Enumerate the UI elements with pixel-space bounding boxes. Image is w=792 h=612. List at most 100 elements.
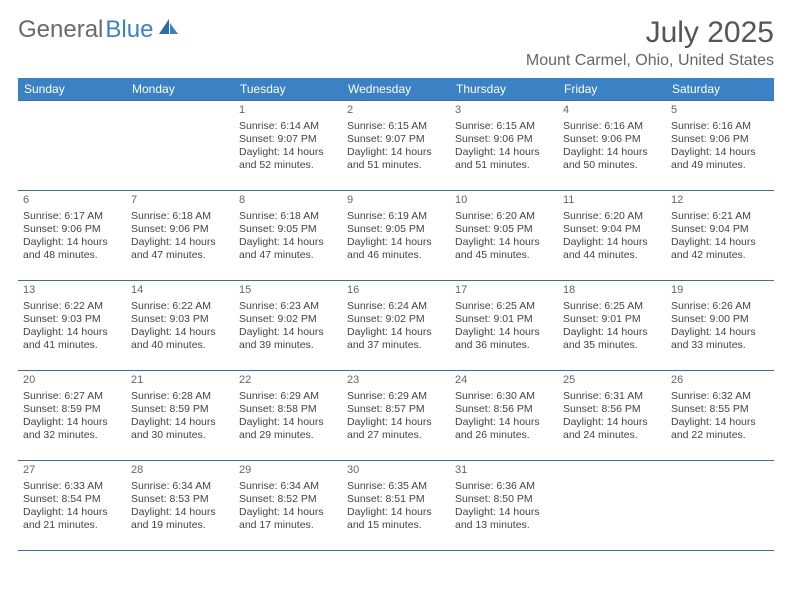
calendar-cell: 3 Sunrise: 6:15 AMSunset: 9:06 PMDaylight… [450,101,558,191]
calendar-cell: 18Sunrise: 6:25 AMSunset: 9:01 PMDayligh… [558,281,666,371]
sunset-text: Sunset: 8:52 PM [239,493,337,506]
sunset-text: Sunset: 9:01 PM [563,313,661,326]
calendar-cell: 24Sunrise: 6:30 AMSunset: 8:56 PMDayligh… [450,371,558,461]
day-number: 1 [239,104,337,118]
sunrise-text: Sunrise: 6:33 AM [23,480,121,493]
day-number: 29 [239,464,337,478]
daylight-text: Daylight: 14 hours and 33 minutes. [671,326,769,352]
calendar-cell: 17Sunrise: 6:25 AMSunset: 9:01 PMDayligh… [450,281,558,371]
sunrise-text: Sunrise: 6:24 AM [347,300,445,313]
calendar-cell [18,101,126,191]
sunset-text: Sunset: 9:03 PM [23,313,121,326]
sunset-text: Sunset: 9:07 PM [239,133,337,146]
daylight-text: Daylight: 14 hours and 39 minutes. [239,326,337,352]
day-number: 12 [671,194,769,208]
weekday-header: Thursday [450,78,558,101]
sunrise-text: Sunrise: 6:16 AM [671,120,769,133]
sunrise-text: Sunrise: 6:15 AM [455,120,553,133]
daylight-text: Daylight: 14 hours and 46 minutes. [347,236,445,262]
sunrise-text: Sunrise: 6:28 AM [131,390,229,403]
logo: GeneralBlue [18,16,180,44]
sunrise-text: Sunrise: 6:15 AM [347,120,445,133]
location: Mount Carmel, Ohio, United States [526,52,774,70]
daylight-text: Daylight: 14 hours and 44 minutes. [563,236,661,262]
sunset-text: Sunset: 9:06 PM [23,223,121,236]
calendar-row: 6Sunrise: 6:17 AMSunset: 9:06 PMDaylight… [18,191,774,281]
sunrise-text: Sunrise: 6:29 AM [239,390,337,403]
day-number: 2 [347,104,445,118]
sunrise-text: Sunrise: 6:17 AM [23,210,121,223]
day-number: 20 [23,374,121,388]
sunrise-text: Sunrise: 6:26 AM [671,300,769,313]
calendar-cell: 30Sunrise: 6:35 AMSunset: 8:51 PMDayligh… [342,461,450,551]
calendar-row: 20Sunrise: 6:27 AMSunset: 8:59 PMDayligh… [18,371,774,461]
sunrise-text: Sunrise: 6:27 AM [23,390,121,403]
sunset-text: Sunset: 8:59 PM [23,403,121,416]
calendar-cell: 10Sunrise: 6:20 AMSunset: 9:05 PMDayligh… [450,191,558,281]
day-number: 8 [239,194,337,208]
daylight-text: Daylight: 14 hours and 21 minutes. [23,506,121,532]
day-number: 7 [131,194,229,208]
sunset-text: Sunset: 9:02 PM [347,313,445,326]
calendar-cell: 12Sunrise: 6:21 AMSunset: 9:04 PMDayligh… [666,191,774,281]
sunrise-text: Sunrise: 6:32 AM [671,390,769,403]
day-number: 15 [239,284,337,298]
sunset-text: Sunset: 8:53 PM [131,493,229,506]
calendar-cell: 11Sunrise: 6:20 AMSunset: 9:04 PMDayligh… [558,191,666,281]
sunrise-text: Sunrise: 6:35 AM [347,480,445,493]
sunrise-text: Sunrise: 6:19 AM [347,210,445,223]
day-number: 25 [563,374,661,388]
sunset-text: Sunset: 8:58 PM [239,403,337,416]
daylight-text: Daylight: 14 hours and 49 minutes. [671,146,769,172]
sunset-text: Sunset: 9:06 PM [671,133,769,146]
calendar-cell: 23Sunrise: 6:29 AMSunset: 8:57 PMDayligh… [342,371,450,461]
calendar-cell: 8Sunrise: 6:18 AMSunset: 9:05 PMDaylight… [234,191,342,281]
calendar-cell: 6Sunrise: 6:17 AMSunset: 9:06 PMDaylight… [18,191,126,281]
weekday-header-row: Sunday Monday Tuesday Wednesday Thursday… [18,78,774,101]
sunset-text: Sunset: 9:06 PM [131,223,229,236]
daylight-text: Daylight: 14 hours and 47 minutes. [239,236,337,262]
daylight-text: Daylight: 14 hours and 13 minutes. [455,506,553,532]
sunset-text: Sunset: 8:56 PM [455,403,553,416]
sunrise-text: Sunrise: 6:25 AM [563,300,661,313]
day-number: 19 [671,284,769,298]
calendar-cell: 14Sunrise: 6:22 AMSunset: 9:03 PMDayligh… [126,281,234,371]
day-number: 3 [455,104,553,118]
sunset-text: Sunset: 9:05 PM [455,223,553,236]
day-number: 22 [239,374,337,388]
day-number: 4 [563,104,661,118]
day-number: 18 [563,284,661,298]
daylight-text: Daylight: 14 hours and 50 minutes. [563,146,661,172]
calendar-cell: 28Sunrise: 6:34 AMSunset: 8:53 PMDayligh… [126,461,234,551]
sunrise-text: Sunrise: 6:25 AM [455,300,553,313]
title-block: July 2025 Mount Carmel, Ohio, United Sta… [526,16,774,70]
daylight-text: Daylight: 14 hours and 41 minutes. [23,326,121,352]
daylight-text: Daylight: 14 hours and 15 minutes. [347,506,445,532]
calendar-cell: 1Sunrise: 6:14 AMSunset: 9:07 PMDaylight… [234,101,342,191]
calendar-cell: 26Sunrise: 6:32 AMSunset: 8:55 PMDayligh… [666,371,774,461]
daylight-text: Daylight: 14 hours and 45 minutes. [455,236,553,262]
calendar-row: 1Sunrise: 6:14 AMSunset: 9:07 PMDaylight… [18,101,774,191]
sunset-text: Sunset: 8:55 PM [671,403,769,416]
calendar-cell: 27Sunrise: 6:33 AMSunset: 8:54 PMDayligh… [18,461,126,551]
sunrise-text: Sunrise: 6:18 AM [239,210,337,223]
sunset-text: Sunset: 9:01 PM [455,313,553,326]
day-number: 16 [347,284,445,298]
calendar-cell: 16Sunrise: 6:24 AMSunset: 9:02 PMDayligh… [342,281,450,371]
calendar-cell: 22Sunrise: 6:29 AMSunset: 8:58 PMDayligh… [234,371,342,461]
weekday-header: Sunday [18,78,126,101]
calendar-cell [126,101,234,191]
day-number: 21 [131,374,229,388]
sunrise-text: Sunrise: 6:22 AM [23,300,121,313]
day-number: 23 [347,374,445,388]
daylight-text: Daylight: 14 hours and 36 minutes. [455,326,553,352]
sunrise-text: Sunrise: 6:31 AM [563,390,661,403]
sunset-text: Sunset: 9:06 PM [455,133,553,146]
logo-text-1: General [18,16,103,44]
day-number: 11 [563,194,661,208]
weekday-header: Wednesday [342,78,450,101]
calendar-cell: 7Sunrise: 6:18 AMSunset: 9:06 PMDaylight… [126,191,234,281]
daylight-text: Daylight: 14 hours and 42 minutes. [671,236,769,262]
daylight-text: Daylight: 14 hours and 51 minutes. [455,146,553,172]
calendar-cell: 9Sunrise: 6:19 AMSunset: 9:05 PMDaylight… [342,191,450,281]
